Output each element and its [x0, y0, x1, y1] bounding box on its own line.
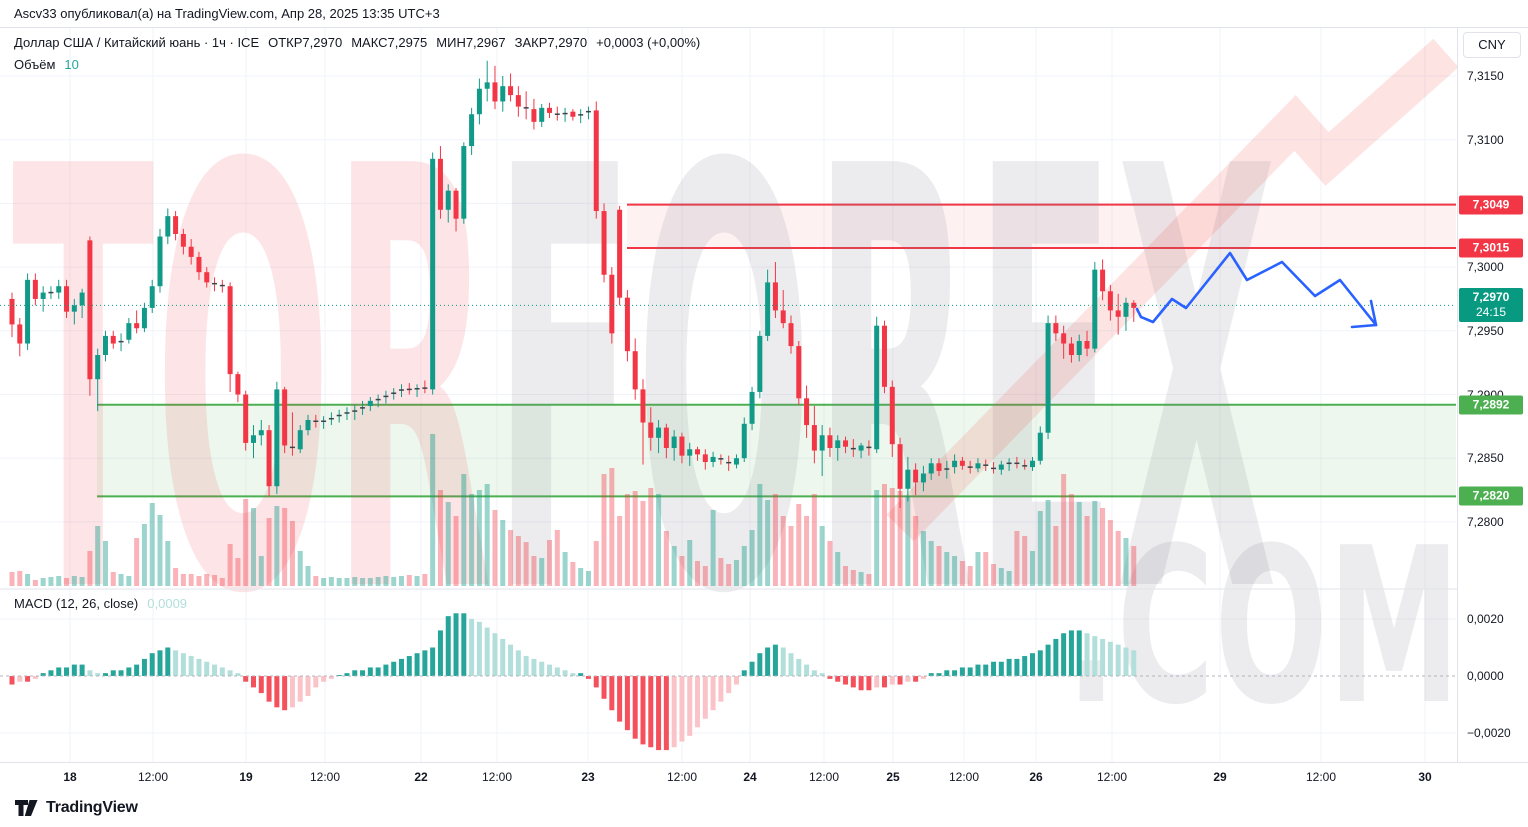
chart-area[interactable]: TORFOREX .COM Доллар США / Китайский юань…	[0, 27, 1528, 763]
price-tick: 7,2950	[1467, 323, 1504, 338]
price-axis[interactable]: CNY 7,31507,31007,30007,29507,29007,2850…	[1457, 28, 1528, 763]
time-label-day: 22	[414, 770, 428, 784]
legend-low: МИН7,2967	[436, 35, 506, 50]
volume-value: 10	[64, 57, 79, 72]
level-price-label: 7,2892	[1459, 395, 1523, 415]
symbol-title: Доллар США / Китайский юань · 1ч · ICE	[14, 35, 260, 50]
symbol-legend: Доллар США / Китайский юань · 1ч · ICE О…	[14, 35, 700, 50]
tradingview-mark-icon	[15, 800, 38, 816]
time-label-day: 30	[1418, 770, 1432, 784]
svg-text:TORFOREX: TORFOREX	[12, 45, 1277, 721]
watermark: TORFOREX.COM	[12, 38, 1457, 753]
time-label-hour: 12:00	[948, 770, 980, 784]
price-tick: 7,3100	[1467, 132, 1504, 147]
price-macd-chart[interactable]: TORFOREX.COM	[0, 28, 1457, 763]
currency-button[interactable]: CNY	[1463, 32, 1521, 58]
time-label-day: 18	[63, 770, 77, 784]
time-label-day: 23	[581, 770, 595, 784]
volume-label: Объём	[14, 57, 56, 72]
tradingview-wordmark: TradingView	[46, 799, 138, 816]
time-label-hour: 12:00	[808, 770, 840, 784]
watermark-arrow-icon	[886, 38, 1457, 542]
time-label-day: 24	[743, 770, 757, 784]
legend-high: МАКС7,2975	[351, 35, 428, 50]
level-price-label: 7,3015	[1459, 238, 1523, 258]
time-label-day: 26	[1029, 770, 1043, 784]
price-tick: 7,2800	[1467, 514, 1504, 529]
macd-tick: 0,0000	[1467, 669, 1504, 683]
grid-lines	[0, 28, 1456, 763]
resistance-zone[interactable]	[627, 203, 1456, 249]
time-label-hour: 12:00	[137, 770, 169, 784]
time-label-day: 19	[239, 770, 253, 784]
macd-label: MACD (12, 26, close)	[14, 596, 139, 611]
level-price-label: 7,3049	[1459, 195, 1523, 215]
svg-text:.COM: .COM	[1066, 503, 1457, 753]
current-price-label: 7,2970 24:15	[1459, 288, 1523, 323]
price-tick: 7,2850	[1467, 451, 1504, 466]
tradingview-logo[interactable]: TradingView	[14, 799, 138, 817]
time-label-hour: 12:00	[309, 770, 341, 784]
time-label-hour: 12:00	[481, 770, 513, 784]
macd-tick: −0,0020	[1467, 726, 1511, 740]
time-label-hour: 12:00	[1305, 770, 1337, 784]
time-label-day: 29	[1213, 770, 1227, 784]
forecast-arrow[interactable]	[1135, 251, 1378, 329]
time-axis[interactable]: 18 12:00 19 12:00 22 12:00 23 12:00 24 12:00 25 12:…	[0, 762, 1528, 790]
time-label-hour: 12:00	[1096, 770, 1128, 784]
time-label-hour: 12:00	[666, 770, 698, 784]
macd-series	[0, 613, 1456, 751]
macd-legend: MACD (12, 26, close) 0,0009	[14, 596, 187, 611]
price-tick: 7,3150	[1467, 69, 1504, 83]
macd-value: 0,0009	[147, 596, 188, 611]
legend-open: ОТКР7,2970	[268, 35, 343, 50]
price-tick: 7,3000	[1467, 260, 1504, 275]
time-label-day: 25	[886, 770, 900, 784]
candles-series	[9, 60, 1137, 508]
legend-close: ЗАКР7,2970	[514, 35, 588, 50]
legend-change: +0,0003 (+0,00%)	[596, 35, 701, 50]
footer-bar: TradingView	[0, 790, 1528, 827]
macd-tick: 0,0020	[1467, 612, 1504, 626]
attribution-text: Ascv33 опубликовал(а) на TradingView.com…	[14, 6, 440, 21]
volume-legend: Объём 10	[14, 57, 79, 72]
volume-series	[9, 434, 1137, 586]
level-price-label: 7,2820	[1459, 486, 1523, 506]
